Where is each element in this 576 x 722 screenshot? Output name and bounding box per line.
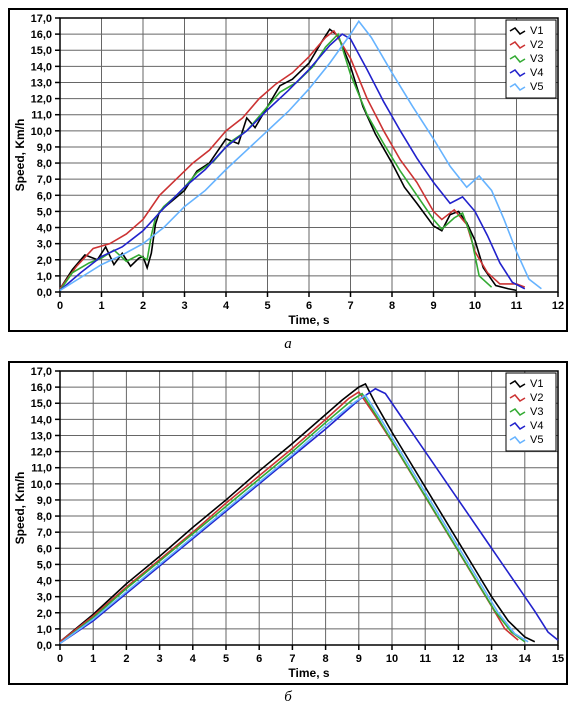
svg-text:5: 5: [264, 300, 270, 312]
chart-b: 01234567891011121314150,01,02,03,04,05,0…: [10, 363, 566, 683]
svg-text:4,0: 4,0: [37, 576, 52, 588]
svg-text:9: 9: [430, 300, 436, 312]
svg-text:4: 4: [223, 300, 230, 312]
svg-text:13: 13: [485, 653, 497, 665]
svg-text:8,0: 8,0: [37, 158, 52, 170]
svg-text:6: 6: [256, 653, 262, 665]
svg-text:14,0: 14,0: [31, 414, 52, 426]
svg-text:8,0: 8,0: [37, 511, 52, 523]
svg-text:Time, s: Time, s: [288, 666, 329, 680]
svg-text:V5: V5: [530, 434, 543, 446]
svg-text:1,0: 1,0: [37, 624, 52, 636]
svg-text:Speed, Km/h: Speed, Km/h: [13, 119, 27, 192]
svg-text:2,0: 2,0: [37, 255, 52, 267]
svg-text:1: 1: [90, 653, 96, 665]
svg-text:V3: V3: [530, 53, 543, 65]
chart-a-container: 01234567891011120,01,02,03,04,05,06,07,0…: [8, 8, 568, 332]
svg-text:V3: V3: [530, 406, 543, 418]
svg-text:6,0: 6,0: [37, 543, 52, 555]
svg-text:12: 12: [552, 300, 564, 312]
svg-text:0: 0: [57, 300, 63, 312]
svg-text:V2: V2: [530, 39, 543, 51]
svg-text:1,0: 1,0: [37, 271, 52, 283]
svg-text:0,0: 0,0: [37, 287, 52, 299]
svg-text:6,0: 6,0: [37, 190, 52, 202]
svg-text:12: 12: [452, 653, 464, 665]
svg-text:2,0: 2,0: [37, 608, 52, 620]
svg-text:7: 7: [347, 300, 353, 312]
svg-text:10: 10: [469, 300, 481, 312]
svg-text:4,0: 4,0: [37, 223, 52, 235]
svg-text:8: 8: [389, 300, 395, 312]
svg-text:14: 14: [519, 653, 532, 665]
svg-text:17,0: 17,0: [31, 13, 52, 25]
svg-text:10: 10: [386, 653, 398, 665]
svg-text:15: 15: [552, 653, 564, 665]
svg-text:Speed, Km/h: Speed, Km/h: [13, 472, 27, 545]
svg-text:10,0: 10,0: [31, 126, 52, 138]
svg-text:3: 3: [181, 300, 187, 312]
svg-text:V5: V5: [530, 81, 543, 93]
svg-text:16,0: 16,0: [31, 29, 52, 41]
svg-text:0,0: 0,0: [37, 640, 52, 652]
svg-text:3,0: 3,0: [37, 239, 52, 251]
svg-text:12,0: 12,0: [31, 447, 52, 459]
svg-text:V4: V4: [530, 420, 543, 432]
chart-b-container: 01234567891011121314150,01,02,03,04,05,0…: [8, 361, 568, 685]
svg-text:5,0: 5,0: [37, 206, 52, 218]
svg-text:8: 8: [323, 653, 329, 665]
svg-text:15,0: 15,0: [31, 398, 52, 410]
svg-text:7,0: 7,0: [37, 527, 52, 539]
svg-text:5: 5: [223, 653, 229, 665]
svg-text:0: 0: [57, 653, 63, 665]
svg-text:7,0: 7,0: [37, 174, 52, 186]
svg-text:9: 9: [356, 653, 362, 665]
svg-text:1: 1: [98, 300, 104, 312]
svg-text:5,0: 5,0: [37, 559, 52, 571]
svg-text:9,0: 9,0: [37, 495, 52, 507]
chart-a-sublabel: a: [8, 336, 568, 353]
svg-text:3: 3: [157, 653, 163, 665]
svg-text:Time, s: Time, s: [288, 313, 329, 327]
svg-text:V1: V1: [530, 378, 543, 390]
svg-text:11,0: 11,0: [31, 463, 52, 475]
svg-text:3,0: 3,0: [37, 592, 52, 604]
svg-text:4: 4: [190, 653, 197, 665]
svg-text:13,0: 13,0: [31, 430, 52, 442]
svg-text:11,0: 11,0: [31, 110, 52, 122]
svg-text:15,0: 15,0: [31, 45, 52, 57]
svg-text:12,0: 12,0: [31, 94, 52, 106]
svg-text:13,0: 13,0: [31, 77, 52, 89]
svg-text:V4: V4: [530, 67, 543, 79]
svg-text:16,0: 16,0: [31, 382, 52, 394]
svg-text:11: 11: [419, 653, 431, 665]
svg-text:9,0: 9,0: [37, 142, 52, 154]
svg-text:7: 7: [289, 653, 295, 665]
svg-text:14,0: 14,0: [31, 61, 52, 73]
svg-text:10,0: 10,0: [31, 479, 52, 491]
svg-text:V1: V1: [530, 25, 543, 37]
svg-text:6: 6: [306, 300, 312, 312]
svg-text:2: 2: [123, 653, 129, 665]
svg-text:V2: V2: [530, 392, 543, 404]
svg-text:11: 11: [511, 300, 523, 312]
svg-text:2: 2: [140, 300, 146, 312]
chart-a: 01234567891011120,01,02,03,04,05,06,07,0…: [10, 10, 566, 330]
svg-text:17,0: 17,0: [31, 366, 52, 378]
